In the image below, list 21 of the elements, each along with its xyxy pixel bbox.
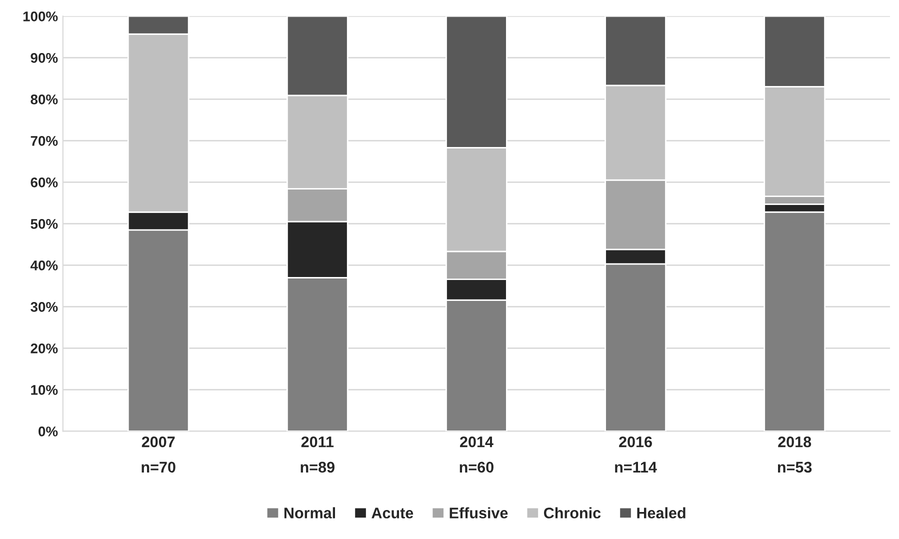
x-tick-label: 2018 n=53 bbox=[778, 436, 812, 473]
legend-label: Effusive bbox=[450, 507, 508, 518]
x-tick-label: 2011 n=89 bbox=[300, 436, 334, 473]
y-tick-label: 100% bbox=[23, 12, 58, 22]
legend-label: Healed bbox=[637, 507, 686, 518]
y-tick-label: 30% bbox=[30, 302, 58, 312]
y-tick-label: 40% bbox=[30, 260, 58, 270]
y-tick-label: 20% bbox=[30, 344, 58, 354]
x-tick-label: 2016 n=114 bbox=[615, 436, 657, 472]
x-tick-label: 2014 n=60 bbox=[460, 436, 494, 473]
x-tick-label: 2007 n=70 bbox=[142, 436, 176, 473]
y-tick-label: 50% bbox=[30, 219, 58, 229]
y-tick-label: 70% bbox=[30, 136, 58, 146]
y-tick-label: 90% bbox=[30, 53, 58, 63]
legend-label: Normal bbox=[284, 507, 335, 518]
y-tick-label: 10% bbox=[31, 385, 58, 395]
legend-label: Chronic bbox=[544, 507, 601, 518]
legend-label: Acute bbox=[372, 508, 414, 518]
y-tick-label: 60% bbox=[30, 178, 58, 188]
y-tick-label: 80% bbox=[30, 94, 58, 104]
y-tick-label: 0% bbox=[38, 426, 58, 436]
